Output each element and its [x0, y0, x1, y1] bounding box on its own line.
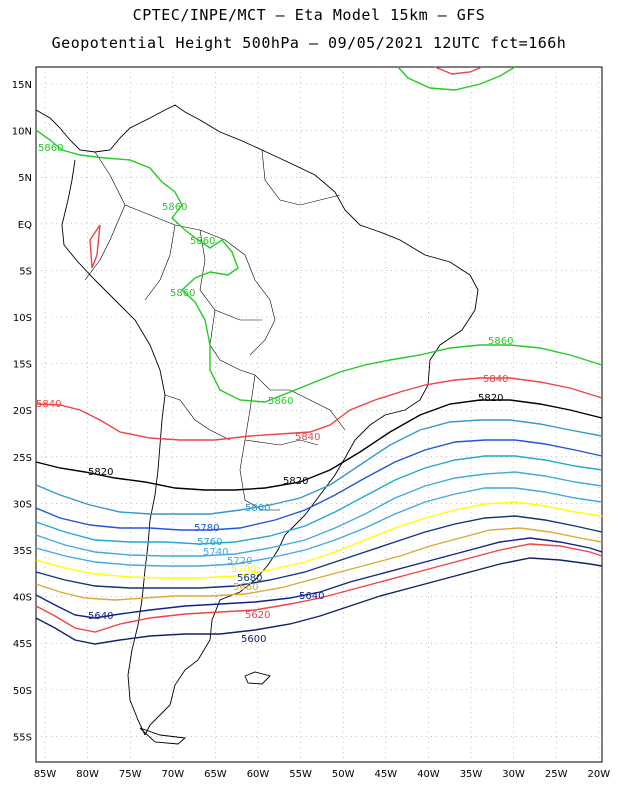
contour-5780 — [35, 439, 603, 531]
lon-tick-label: 25W — [545, 769, 568, 780]
contour-label: 5720 — [227, 556, 252, 567]
coastlines — [35, 104, 479, 745]
lat-tick-label: 5S — [19, 266, 32, 277]
contour-label: 5620 — [245, 610, 270, 621]
contour-label: 5760 — [197, 537, 222, 548]
contour-5680 — [35, 515, 603, 589]
tierra-del-fuego — [139, 727, 187, 745]
lat-tick-label: 40S — [13, 593, 32, 604]
lat-tick-label: EQ — [18, 220, 32, 231]
contour-5700 — [35, 501, 603, 579]
lat-tick-label: 15S — [13, 360, 32, 371]
contour-label: 5780 — [194, 523, 219, 534]
country-borders — [84, 149, 346, 511]
contour-5660 — [35, 527, 603, 601]
contour-label: 5820 — [283, 476, 308, 487]
contour-5600 — [35, 557, 603, 645]
contour-labels: 5860 5860 5860 5860 5860 5860 5840 5840 … — [36, 143, 513, 645]
contour-label: 5640 — [88, 611, 113, 622]
contour-5800 — [35, 419, 603, 515]
contour-5620 — [35, 543, 603, 633]
lat-tick-label: 25S — [13, 453, 32, 464]
contour-label: 5640 — [299, 591, 324, 602]
contour-5640 — [35, 537, 603, 619]
contour-label: 5860 — [38, 143, 63, 154]
map-title-line1: CPTEC/INPE/MCT – Eta Model 15km – GFS — [132, 6, 486, 24]
contour-label: 5840 — [483, 374, 508, 385]
contour-5720 — [35, 487, 603, 567]
lon-tick-label: 30W — [502, 769, 525, 780]
lon-tick-label: 60W — [247, 769, 270, 780]
lon-tick-label: 70W — [161, 769, 184, 780]
contour-label: 5820 — [478, 393, 503, 404]
lat-tick-label: 35S — [13, 546, 32, 557]
lon-tick-label: 45W — [374, 769, 397, 780]
lat-tick-label: 45S — [13, 639, 32, 650]
contour-label: 5840 — [295, 432, 320, 443]
map-title-line2: Geopotential Height 500hPa – 09/05/2021 … — [51, 34, 567, 52]
contour-label: 5800 — [245, 503, 270, 514]
contour-5860-north — [397, 66, 516, 91]
contour-5740 — [35, 471, 603, 557]
lon-tick-label: 65W — [204, 769, 227, 780]
lon-tick-label: 85W — [34, 769, 57, 780]
falkland-islands — [244, 671, 271, 685]
contour-label: 5840 — [36, 399, 61, 410]
contour-label: 5820 — [88, 467, 113, 478]
lat-tick-label: 10S — [13, 313, 32, 324]
lat-tick-label: 5N — [18, 173, 32, 184]
grid-lines — [36, 67, 602, 762]
contour-label: 5740 — [203, 547, 228, 558]
contour-5820 — [35, 399, 603, 491]
contour-5760 — [35, 455, 603, 545]
lon-tick-label: 40W — [417, 769, 440, 780]
lon-tick-label: 20W — [587, 769, 610, 780]
contour-5860-amazon — [35, 129, 603, 403]
contour-5840-north — [434, 66, 483, 75]
lat-tick-label: 20S — [13, 406, 32, 417]
map-frame — [35, 66, 603, 763]
lon-tick-label: 35W — [460, 769, 483, 780]
contour-label: 5700 — [231, 564, 256, 575]
contour-lines — [35, 66, 603, 645]
contour-label: 5680 — [237, 573, 262, 584]
central-america-coast — [35, 104, 479, 736]
lon-tick-label: 50W — [332, 769, 355, 780]
contour-label: 5860 — [268, 396, 293, 407]
contour-label: 5860 — [488, 336, 513, 347]
west-coast — [61, 159, 166, 736]
lat-tick-label: 55S — [13, 732, 32, 743]
contour-label: 5860 — [190, 236, 215, 247]
lon-tick-label: 55W — [289, 769, 312, 780]
lat-tick-label: 30S — [13, 499, 32, 510]
contour-label: 5860 — [170, 288, 195, 299]
lat-tick-label: 10N — [12, 127, 32, 138]
contour-label: 5600 — [241, 634, 266, 645]
lat-tick-label: 15N — [12, 80, 32, 91]
contour-label: 5860 — [162, 202, 187, 213]
contour-5840 — [35, 377, 603, 441]
lon-tick-label: 75W — [119, 769, 142, 780]
contour-label: 5660 — [233, 582, 258, 593]
lon-tick-label: 80W — [76, 769, 99, 780]
axis-ticks: 15N 10N 5N EQ 5S 10S 15S 20S 25S 30S 35S 40S 45S 50S 5… — [12, 80, 610, 780]
lat-tick-label: 50S — [13, 686, 32, 697]
contour-5840-ecuador — [89, 224, 101, 269]
